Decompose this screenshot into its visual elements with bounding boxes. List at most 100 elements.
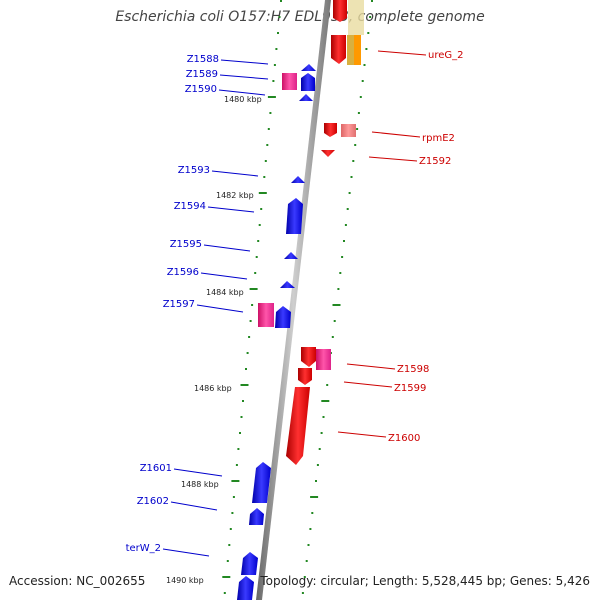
map-title: Escherichia coli O157:H7 EDL933, complet… (115, 9, 485, 25)
label-leader-lines (162, 50, 427, 557)
gene-Z1599[interactable] (298, 368, 312, 385)
scale-ticks-left (222, 0, 282, 594)
leader-line (162, 548, 210, 557)
gene-labels-right: ureG_2 rpmE2 Z1592 Z1598 Z1599 Z1600 (388, 50, 464, 444)
scale-tick (369, 16, 372, 18)
gene-label[interactable]: Z1601 (140, 463, 172, 474)
gene-Z1589-rna[interactable] (282, 73, 297, 90)
gene-ureG-2-body[interactable] (331, 35, 346, 64)
gene-Z1597-rna[interactable] (258, 303, 274, 327)
scale-tick (278, 16, 281, 18)
leader-line (343, 381, 393, 388)
gene-Z1601[interactable] (252, 462, 271, 503)
scale-tick (258, 224, 261, 226)
gene-Z1593[interactable] (291, 176, 305, 183)
reverse-strand-genes (286, 0, 356, 465)
scale-tick (226, 560, 229, 562)
gene-label[interactable]: Z1592 (419, 156, 451, 167)
gene-Z1595[interactable] (284, 252, 298, 259)
scale-tick (333, 320, 336, 322)
gene-label[interactable]: Z1595 (170, 239, 202, 250)
scale-tick (350, 176, 353, 178)
gene-Z1598[interactable] (301, 347, 316, 367)
gene-label[interactable]: Z1594 (174, 201, 206, 212)
gene-Z1592[interactable] (321, 150, 335, 157)
gene-label[interactable]: Z1598 (397, 364, 429, 375)
gene-label[interactable]: ureG_2 (428, 50, 464, 61)
scale-tick (267, 96, 276, 98)
scale-tick (257, 240, 260, 242)
leader-line (218, 89, 266, 96)
scale-tick (222, 576, 231, 578)
gene-Z1597[interactable] (275, 306, 291, 328)
gene-label[interactable]: terW_2 (126, 543, 161, 554)
scale-tick (267, 128, 270, 130)
gene-Z1588[interactable] (301, 64, 316, 71)
gene-label[interactable]: rpmE2 (422, 133, 455, 144)
gene-label[interactable]: Z1600 (388, 433, 420, 444)
scale-tick (309, 528, 312, 530)
gene-label[interactable]: Z1597 (163, 299, 195, 310)
gene-ureG-2[interactable] (333, 0, 347, 22)
scale-tick (365, 48, 368, 50)
gene-label[interactable]: Z1589 (186, 69, 218, 80)
gene-Z1594[interactable] (286, 198, 303, 234)
gene-label[interactable]: Z1602 (137, 496, 169, 507)
scale-tick (326, 384, 329, 386)
scale-tick (248, 336, 251, 338)
scale-tick (269, 112, 272, 114)
scale-tick (332, 304, 341, 306)
scale-label: 1488 kbp (181, 480, 219, 489)
gene-Z1589[interactable] (301, 73, 315, 91)
scale-tick (348, 192, 351, 194)
scale-tick (229, 528, 232, 530)
gene-label[interactable]: Z1593 (178, 165, 210, 176)
scale-tick (321, 400, 330, 402)
scale-tick (235, 464, 238, 466)
scale-label: 1490 kbp (166, 576, 204, 585)
scale-tick (240, 416, 243, 418)
gene-rpmE2-rna[interactable] (341, 124, 356, 137)
scale-ticks-right (301, 0, 373, 594)
gene-rpmE2[interactable] (324, 123, 337, 137)
scale-tick (352, 160, 355, 162)
gene-labels-left: Z1588 Z1589 Z1590 Z1593 Z1594 Z1595 Z159… (126, 54, 219, 554)
scale-tick (339, 272, 342, 274)
leader-line (211, 170, 259, 177)
scale-tick (361, 80, 364, 82)
scale-tick (258, 192, 267, 194)
scale-tick (239, 432, 241, 434)
leader-line (207, 206, 255, 213)
scale-tick (310, 496, 319, 498)
forward-strand-genes (237, 64, 316, 600)
scale-tick (311, 512, 314, 514)
scale-tick (301, 592, 304, 594)
gene-Z1600[interactable] (286, 387, 310, 465)
leader-line (219, 74, 269, 80)
scale-tick (232, 496, 235, 498)
gene-Z1602[interactable] (249, 508, 264, 525)
scale-tick (344, 224, 347, 226)
gene-terW-2[interactable] (241, 552, 258, 575)
gene-Z1596[interactable] (280, 281, 295, 288)
gene-label[interactable]: Z1588 (187, 54, 219, 65)
leader-line (220, 59, 269, 65)
gene-label[interactable]: Z1596 (167, 267, 199, 278)
gene-label[interactable]: Z1590 (185, 84, 217, 95)
gene-Z1598-rna[interactable] (316, 349, 331, 370)
scale-tick (254, 272, 257, 274)
scale-tick (363, 64, 366, 66)
scale-tick (316, 464, 319, 466)
gene-terW-2-next[interactable] (237, 576, 254, 600)
scale-tick (260, 208, 263, 210)
gene-label[interactable]: Z1599 (394, 383, 426, 394)
accession-text: Accession: NC_002655 (9, 574, 146, 588)
scale-label: 1484 kbp (206, 288, 244, 297)
scale-tick (245, 368, 247, 370)
scale-tick (307, 544, 310, 546)
gene-Z1590[interactable] (299, 94, 313, 101)
scale-tick (315, 480, 317, 482)
leader-line (200, 272, 248, 280)
